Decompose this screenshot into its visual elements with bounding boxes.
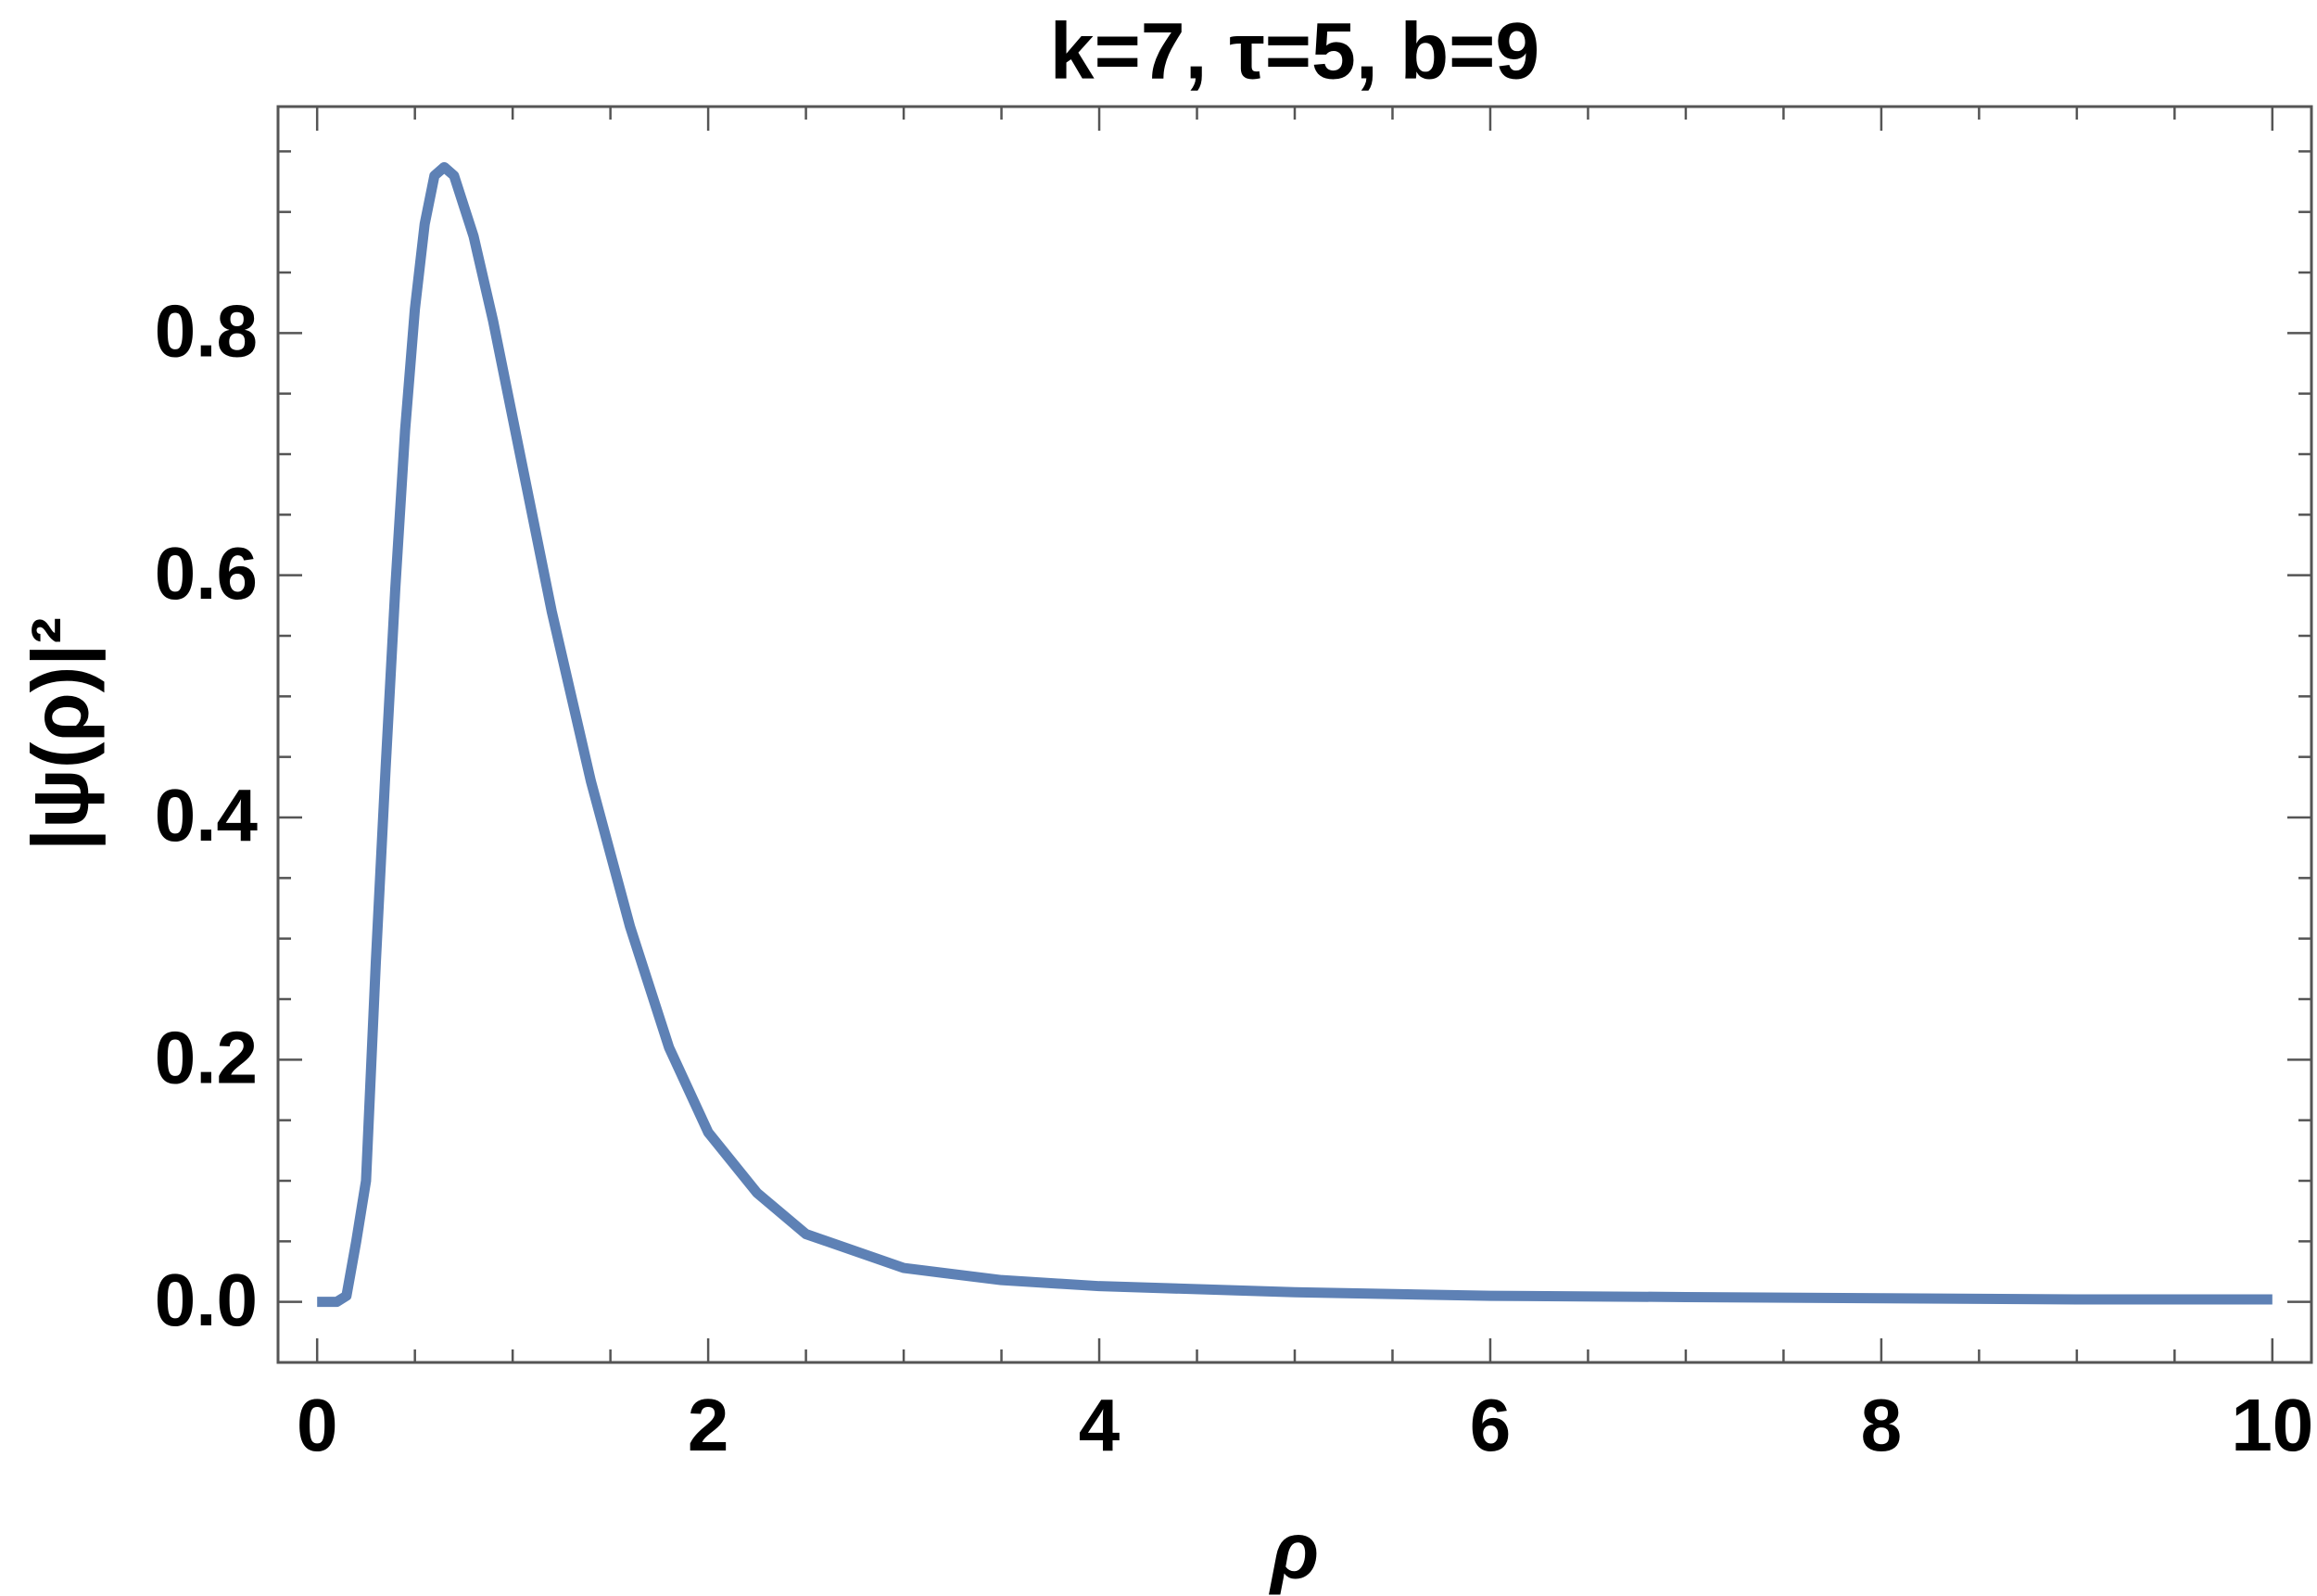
y-tick-label: 0.0: [155, 1259, 258, 1341]
x-tick-label: 0: [297, 1384, 338, 1466]
x-tick-label: 8: [1861, 1384, 1903, 1466]
x-tick-label: 6: [1470, 1384, 1512, 1466]
data-line: [317, 161, 2273, 1308]
y-tick-label: 0.2: [155, 1016, 258, 1098]
y-tick-label: 0.8: [155, 289, 258, 372]
chart-title: k=7, τ=5, b=9: [1050, 7, 1539, 96]
x-tick-label: 10: [2231, 1384, 2313, 1466]
y-axis-label: |ψ(ρ)|²: [17, 617, 106, 851]
x-tick-label: 2: [688, 1384, 729, 1466]
y-tick-label: 0.4: [155, 774, 259, 856]
x-tick-label: 4: [1079, 1384, 1121, 1466]
y-tick-label: 0.6: [155, 532, 258, 614]
x-axis-label: ρ: [1269, 1507, 1319, 1596]
